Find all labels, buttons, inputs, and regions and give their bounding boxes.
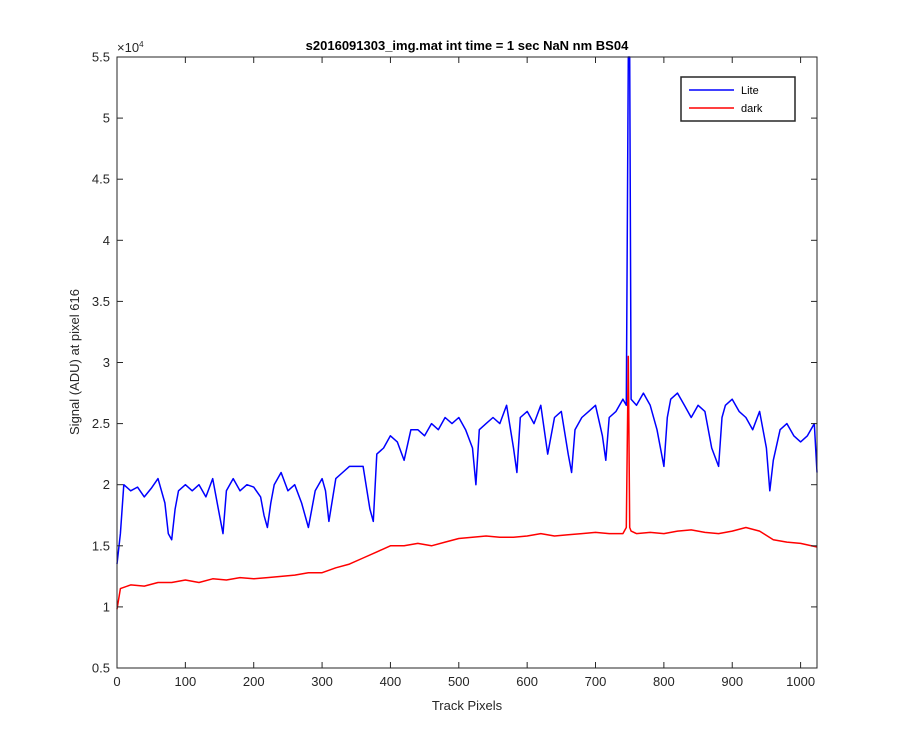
legend-label-lite: Lite: [741, 85, 759, 97]
y-tick-label: 1.5: [92, 538, 110, 553]
legend: Lite dark: [680, 76, 796, 122]
x-tick-label: 900: [721, 674, 743, 689]
y-tick-label: 1: [103, 599, 110, 614]
y-axis-label: Signal (ADU) at pixel 616: [67, 289, 82, 435]
x-axis-label: Track Pixels: [432, 698, 503, 713]
y-tick-label: 5: [103, 111, 110, 126]
x-tick-label: 0: [113, 674, 120, 689]
y-axis-exponent: ×104: [117, 40, 144, 55]
x-tick-label: 400: [380, 674, 402, 689]
plot-area: [117, 57, 817, 668]
y-tick-label: 5.5: [92, 50, 110, 65]
chart-title: s2016091303_img.mat int time = 1 sec NaN…: [306, 38, 629, 53]
x-tick-label: 600: [516, 674, 538, 689]
series-line-dark: [116, 355, 818, 610]
x-tick-label: 300: [311, 674, 333, 689]
legend-label-dark: dark: [741, 103, 763, 115]
y-tick-label: 2.5: [92, 416, 110, 431]
y-tick-label: 3: [103, 355, 110, 370]
tick-layer: 0 100 200 300 400 500 600 700 800 900 1000 0.5 1 1.5 2…: [92, 50, 817, 689]
x-tick-label: 700: [585, 674, 607, 689]
x-tick-label: 200: [243, 674, 265, 689]
y-tick-label: 4.5: [92, 172, 110, 187]
x-tick-label: 800: [653, 674, 675, 689]
x-tick-label: 500: [448, 674, 470, 689]
series-line-lite: [116, 56, 818, 565]
y-tick-label: 4: [103, 233, 110, 248]
series-layer: [116, 56, 818, 610]
y-tick-label: 2: [103, 477, 110, 492]
legend-box: [680, 76, 796, 122]
y-tick-label: 0.5: [92, 661, 110, 676]
y-axis-exponent-power: 4: [139, 40, 144, 49]
y-tick-label: 3.5: [92, 294, 110, 309]
x-tick-label: 1000: [786, 674, 815, 689]
x-tick-label: 100: [175, 674, 197, 689]
y-axis-exponent-base: ×10: [117, 40, 139, 55]
